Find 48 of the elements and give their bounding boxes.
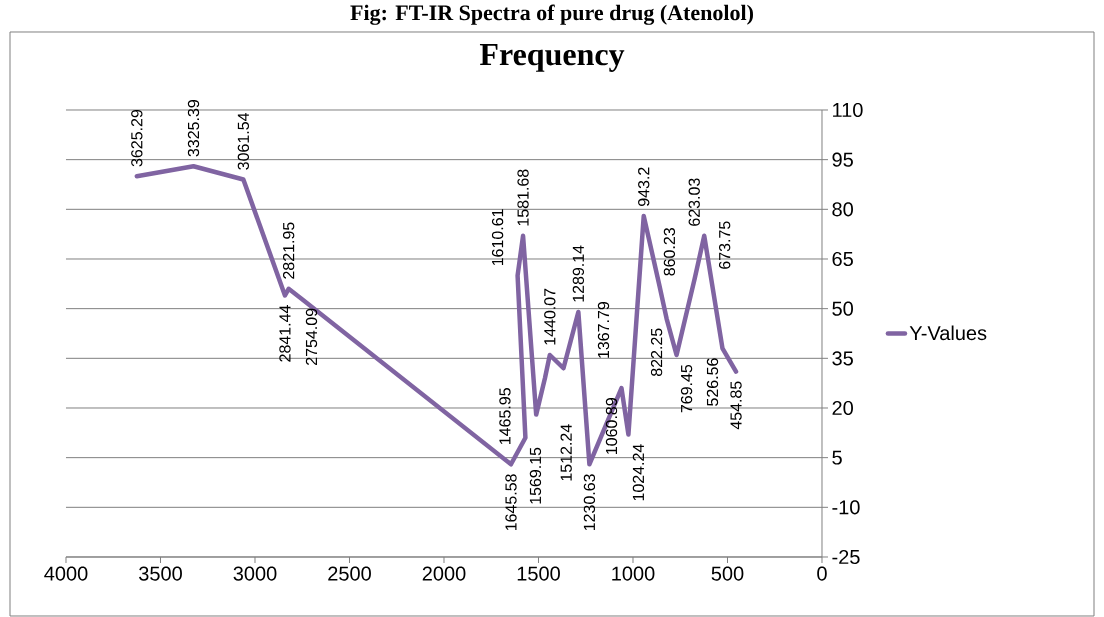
y-tick-label: 20	[832, 400, 853, 416]
annotation: 1440.07	[544, 288, 556, 345]
x-tick-label: 2000	[422, 566, 466, 581]
annotation: 1512.24	[560, 424, 572, 481]
x-tick-label: 3500	[139, 566, 182, 581]
annotation: 769.45	[680, 364, 693, 413]
x-tick-label: 2500	[328, 566, 371, 581]
y-tick-label: 110	[833, 102, 863, 118]
annotation: 454.85	[730, 381, 742, 430]
y-tick-label: 5	[832, 450, 842, 465]
annotation: 1581.68	[517, 169, 529, 226]
x-tick-label: 0	[817, 566, 827, 581]
annotation: 1465.95	[499, 388, 511, 444]
annotation: 1060.89	[605, 398, 618, 454]
annotation: 2821.95	[282, 222, 295, 279]
x-tick-label: 500	[711, 566, 744, 581]
annotation: 1367.79	[597, 301, 610, 358]
annotation: 623.03	[688, 178, 700, 226]
annotation: 3325.39	[187, 100, 200, 157]
annotation: 526.56	[706, 358, 719, 406]
chart-title: Fig: FT-IR Spectra of pure drug (Atenolol)	[350, 4, 753, 25]
annotation: 2841.44	[279, 305, 291, 362]
x-tick-label: 1000	[612, 566, 655, 581]
chart-subtitle: Frequency	[479, 44, 625, 72]
x-tick-label: 3000	[233, 566, 277, 581]
annotation: 2754.09	[305, 308, 318, 365]
x-tick-label: 4000	[44, 566, 88, 581]
y-tick-label: 35	[832, 351, 853, 366]
annotation: 3061.54	[237, 112, 250, 170]
legend-label: Y-Values	[909, 325, 987, 341]
annotation: 1645.58	[505, 474, 517, 531]
y-tick-label: -10	[832, 500, 860, 515]
annotation: 3625.29	[131, 109, 143, 167]
annotation: 860.23	[663, 228, 676, 276]
annotation: 822.25	[650, 328, 663, 377]
y-tick-label: 50	[832, 301, 853, 316]
annotation: 1610.61	[491, 209, 504, 266]
annotation: 1024.24	[632, 444, 645, 501]
annotation: 943.2	[638, 167, 650, 206]
annotation: 673.75	[719, 221, 731, 269]
x-tick-label: 1500	[517, 566, 560, 581]
y-tick-label: 65	[832, 251, 853, 267]
annotation: 1289.14	[572, 245, 585, 302]
y-tick-label: 95	[832, 152, 853, 167]
y-tick-label: 80	[832, 202, 853, 217]
annotation: 1230.63	[583, 474, 596, 531]
annotation: 1569.15	[529, 447, 542, 504]
y-tick-label: -25	[832, 549, 860, 565]
